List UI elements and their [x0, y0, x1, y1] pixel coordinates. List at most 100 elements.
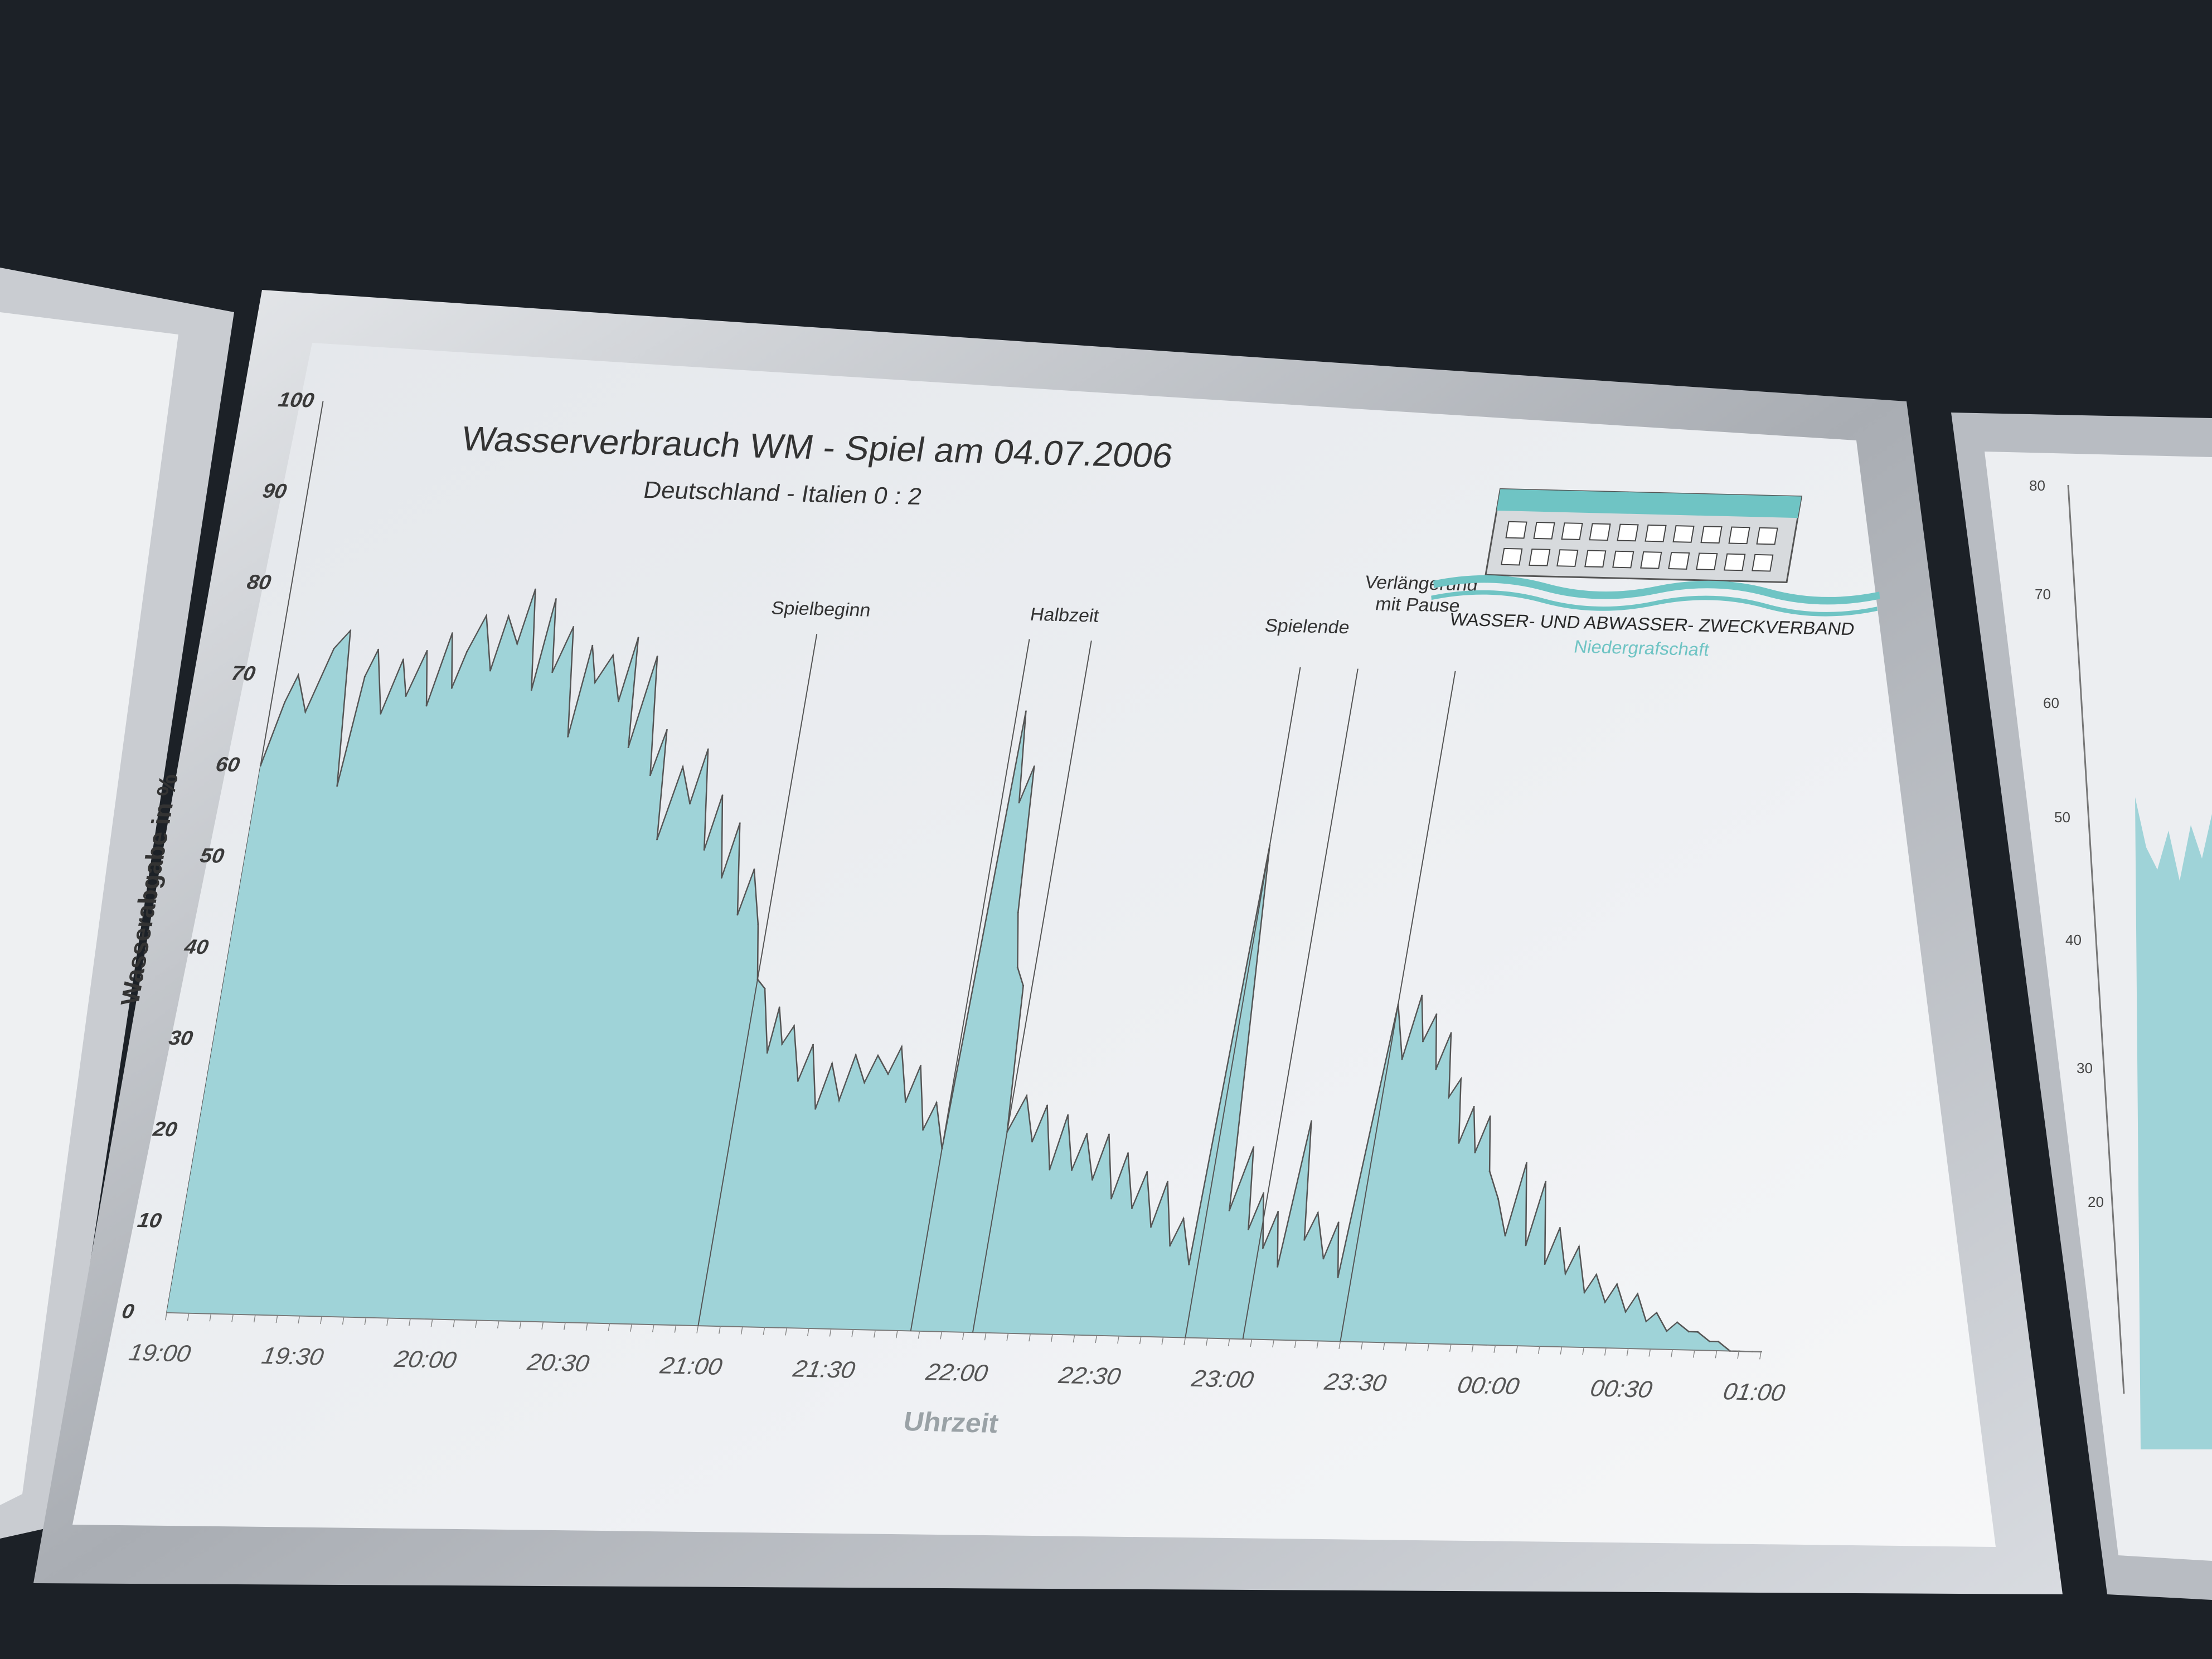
x-minor-tick: [1626, 1348, 1629, 1356]
x-minor-tick: [342, 1317, 345, 1325]
data-point: [656, 656, 658, 657]
x-minor-tick: [962, 1332, 964, 1340]
right-panel-tick-30: 30: [2077, 1060, 2093, 1076]
x-minor-tick: [1648, 1348, 1651, 1357]
x-minor-tick: [1095, 1335, 1098, 1343]
data-point: [656, 838, 658, 841]
data-point: [649, 774, 651, 777]
x-tick-label: 23:00: [1189, 1366, 1255, 1393]
data-point: [1435, 1068, 1437, 1070]
x-minor-tick: [1050, 1334, 1053, 1342]
event-marker-line: [1185, 667, 1301, 1338]
x-tick-label: 21:00: [658, 1352, 724, 1380]
x-minor-tick: [940, 1331, 943, 1340]
event-marker-line: [972, 641, 1092, 1333]
x-minor-tick: [1139, 1336, 1142, 1345]
data-point: [1448, 1096, 1450, 1098]
x-minor-tick: [1338, 1341, 1341, 1349]
data-point: [793, 1025, 795, 1027]
x-minor-tick: [497, 1321, 499, 1328]
data-point: [1583, 1292, 1585, 1294]
x-minor-tick: [1759, 1351, 1762, 1360]
data-point: [707, 748, 709, 750]
data-point: [1025, 710, 1027, 712]
data-point: [594, 681, 596, 683]
data-point: [764, 988, 766, 989]
data-point: [489, 670, 492, 672]
y-tick-label: 100: [276, 388, 316, 411]
data-point: [259, 765, 261, 767]
event-label: Halbzeit: [1029, 604, 1101, 626]
x-minor-tick: [585, 1323, 588, 1331]
data-point: [1169, 1245, 1171, 1247]
data-point: [1525, 1244, 1527, 1246]
x-minor-tick: [408, 1318, 411, 1327]
data-point: [617, 700, 620, 702]
data-point: [380, 712, 382, 715]
x-tick-label: 22:00: [924, 1359, 990, 1386]
x-minor-tick: [1006, 1333, 1009, 1341]
x-minor-tick: [608, 1323, 610, 1331]
x-minor-tick: [851, 1329, 854, 1337]
logo-roof: [1496, 489, 1802, 518]
logo-window: [1561, 522, 1583, 540]
data-point: [402, 658, 404, 661]
x-minor-tick: [1316, 1341, 1319, 1348]
data-point: [1310, 1120, 1312, 1122]
x-minor-tick: [563, 1322, 566, 1330]
data-point: [766, 1052, 768, 1054]
x-minor-tick: [231, 1314, 234, 1322]
data-point: [1303, 1239, 1306, 1241]
x-minor-tick: [984, 1332, 987, 1341]
data-point: [1525, 1162, 1527, 1164]
x-minor-tick: [1405, 1343, 1408, 1351]
x-minor-tick: [740, 1327, 743, 1335]
logo-window: [1529, 549, 1551, 566]
data-point: [904, 1101, 906, 1103]
data-point: [1018, 802, 1020, 804]
data-point: [591, 644, 594, 647]
data-point: [1474, 1151, 1476, 1153]
x-minor-tick: [1294, 1340, 1297, 1348]
data-point: [1624, 1311, 1627, 1313]
data-point: [567, 735, 569, 738]
data-point: [534, 588, 536, 590]
right-panel-tick-50: 50: [2054, 809, 2070, 826]
data-point: [1022, 984, 1025, 987]
x-tick-label: 23:30: [1322, 1369, 1389, 1396]
data-point: [551, 671, 554, 673]
data-point: [1067, 1114, 1069, 1116]
x-tick-label: 19:00: [127, 1340, 193, 1367]
data-point: [682, 766, 684, 768]
x-minor-tick: [298, 1316, 300, 1324]
x-minor-tick: [1449, 1344, 1452, 1352]
y-tick-label: 90: [261, 479, 288, 502]
logo-window: [1617, 523, 1639, 542]
data-point: [516, 643, 518, 645]
data-point: [304, 711, 307, 713]
data-point: [1645, 1321, 1647, 1323]
series-area-fill: [167, 589, 1762, 1352]
data-point: [507, 615, 510, 617]
logo-window: [1672, 525, 1695, 543]
data-point: [919, 1065, 922, 1067]
x-minor-tick: [187, 1313, 190, 1321]
x-minor-tick: [1382, 1342, 1385, 1350]
data-point: [900, 1046, 903, 1048]
data-point: [530, 689, 532, 691]
logo-window: [1505, 521, 1527, 539]
data-point: [1504, 1235, 1506, 1237]
data-point: [1131, 1207, 1133, 1209]
x-tick-label: 19:30: [260, 1343, 326, 1370]
x-minor-tick: [785, 1328, 788, 1336]
data-point: [1322, 1258, 1325, 1260]
x-minor-tick: [1029, 1333, 1031, 1342]
data-point: [1421, 995, 1423, 997]
x-minor-tick: [1516, 1346, 1518, 1354]
data-point: [465, 651, 468, 653]
logo-wave: [1433, 575, 1880, 605]
logo-window: [1589, 523, 1611, 541]
x-minor-tick: [719, 1326, 721, 1334]
x-minor-tick: [1183, 1337, 1186, 1346]
x-minor-tick: [807, 1328, 809, 1336]
